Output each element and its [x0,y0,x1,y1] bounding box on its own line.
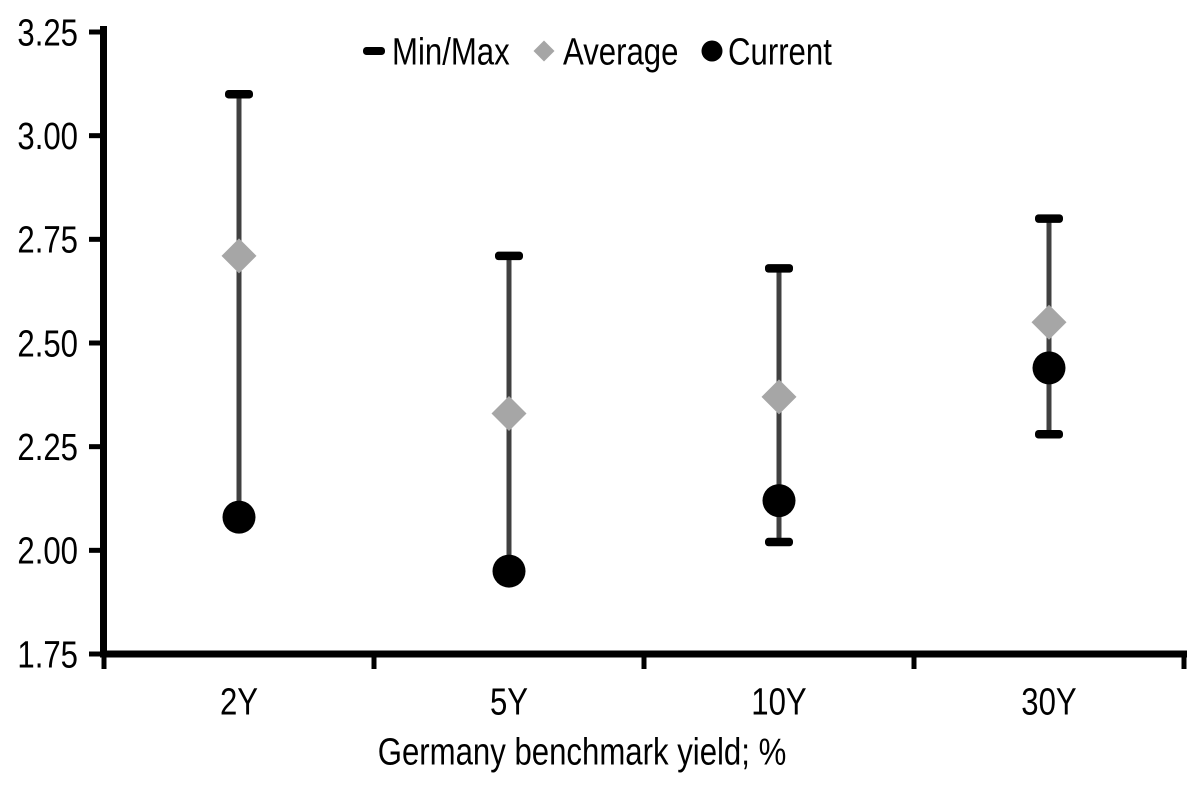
max-cap-5y [495,251,523,261]
y-tick-label-group: 2.75 [17,220,78,262]
y-tick-label-group: 3.00 [17,116,78,158]
max-cap-2y [225,89,253,99]
legend-label-group: Average [563,31,678,73]
x-tick-label-10y-group: 10Y [751,681,806,723]
legend-label-group: Min/Max [392,31,510,73]
legend-label: Average [563,31,678,73]
y-tick-label-group: 1.75 [17,634,78,676]
x-tick-label-30y-group: 30Y [1021,681,1076,723]
average-marker-2y [221,238,257,274]
x-tick-label-30y: 30Y [1021,681,1076,723]
current-marker-2y [222,500,256,534]
current-marker-5y [492,554,526,588]
max-cap-30y [1035,214,1063,223]
x-axis-title: Germany benchmark yield; % [378,731,787,773]
legend-label: Current [728,31,832,73]
legend-circle-icon [701,40,723,62]
x-axis-title-group: Germany benchmark yield; % [378,731,787,773]
y-tick-label-group: 3.25 [17,12,78,54]
legend-item-min-max: Min/Max [363,31,510,73]
y-tick-label-group: 2.00 [17,531,78,573]
y-tick-label: 2.50 [17,323,78,365]
average-marker-30y [1031,304,1067,340]
current-marker-10y [762,484,796,518]
y-tick-label: 3.25 [17,12,78,54]
x-tick-label-2y-group: 2Y [220,681,258,723]
current-marker-30y [1032,351,1066,385]
x-tick-label-10y: 10Y [751,681,806,723]
average-marker-10y [761,379,797,415]
x-tick-label-2y: 2Y [220,681,258,723]
y-tick-label: 3.00 [17,116,78,158]
legend-item-current: Current [701,31,832,73]
legend-label-group: Current [728,31,832,73]
x-tick-label-5y-group: 5Y [490,681,528,723]
x-tick-label-5y: 5Y [490,681,528,723]
legend-label: Min/Max [392,31,510,73]
y-tick-label: 2.00 [17,531,78,573]
legend-diamond-icon [533,40,555,62]
legend-dash-icon [363,47,385,55]
legend-item-average: Average [533,31,678,73]
y-tick-label: 2.25 [17,427,78,469]
y-tick-label: 1.75 [17,634,78,676]
y-tick-label: 2.75 [17,220,78,262]
y-tick-label-group: 2.50 [17,323,78,365]
min-cap-10y [765,537,793,547]
max-cap-10y [765,264,793,273]
average-marker-5y [491,395,527,431]
min-cap-30y [1035,429,1063,439]
y-tick-label-group: 2.25 [17,427,78,469]
